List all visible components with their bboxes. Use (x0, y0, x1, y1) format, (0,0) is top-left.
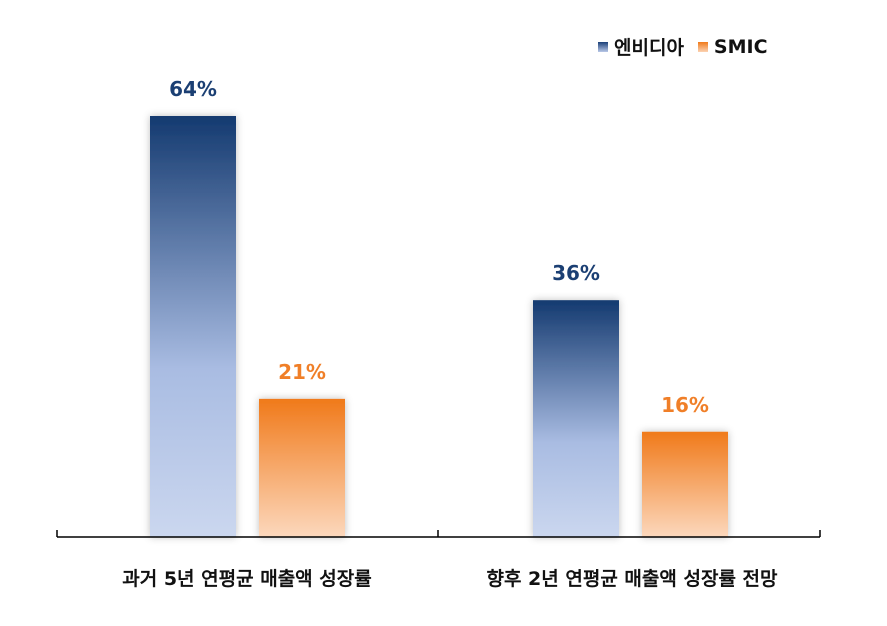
data-label-nvidia-future: 36% (552, 261, 600, 285)
data-label-smic-past: 21% (278, 360, 326, 384)
bar-nvidia-past (150, 116, 236, 537)
legend-swatch-nvidia (598, 41, 608, 52)
legend-item-nvidia: 엔비디아 (598, 33, 684, 60)
bar-smic-past (259, 398, 345, 537)
data-label-smic-future: 16% (661, 393, 709, 417)
legend-swatch-smic (697, 41, 708, 52)
bar-nvidia-future (533, 300, 619, 537)
legend-item-smic: SMIC (697, 35, 768, 58)
data-label-nvidia-past: 64% (169, 77, 217, 101)
legend-label-nvidia: 엔비디아 (614, 37, 684, 59)
bar-smic-future (642, 431, 728, 537)
legend: 엔비디아 SMIC (598, 33, 782, 60)
x-category-label-future: 향후 2년 연평균 매출액 성장률 전망 (486, 568, 778, 590)
legend-label-smic: SMIC (713, 35, 768, 58)
x-category-label-past: 과거 5년 연평균 매출액 성장률 (122, 568, 372, 590)
x-axis (56, 530, 821, 538)
